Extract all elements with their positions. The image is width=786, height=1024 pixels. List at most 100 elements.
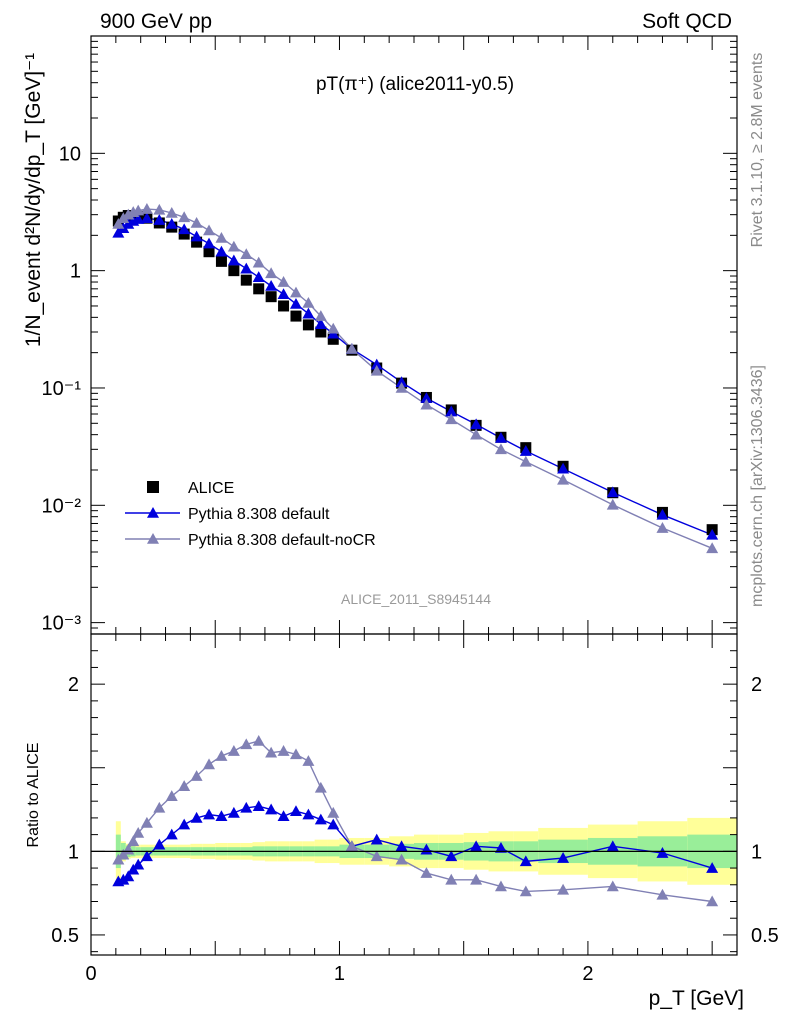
ratio-triangle-point [656, 847, 669, 858]
main-triangle-point [240, 262, 253, 274]
ratio-triangle-point [706, 862, 719, 873]
main-triangle-point [656, 508, 669, 520]
analysis-watermark: ALICE_2011_S8945144 [341, 591, 491, 607]
legend-marker-triangle [147, 507, 159, 518]
ratio-triangle-point [557, 852, 570, 863]
ratio-triangle-point [302, 808, 315, 820]
main-triangle-point [302, 307, 315, 319]
main-triangle-point [165, 217, 178, 229]
main-y-tick-label: 10⁻² [42, 495, 82, 517]
alice-data-point [191, 236, 203, 248]
ratio-triangle-point [606, 840, 619, 852]
header-right: Soft QCD [642, 10, 732, 33]
main-triangle-point [190, 230, 203, 242]
header-left: 900 GeV pp [100, 10, 212, 33]
ratio-triangle-point [277, 745, 290, 756]
main-triangle-point [656, 522, 669, 533]
main-triangle-point [178, 211, 191, 223]
ratio-frame [90, 633, 738, 956]
main-triangle-point [178, 223, 191, 235]
side-label-top: Rivet 3.1.10, ≥ 2.8M events [749, 53, 766, 248]
ratio-y-tick-label-left: 1 [68, 841, 79, 863]
main-triangle-point [395, 381, 408, 393]
main-triangle-point [165, 207, 178, 218]
alice-data-point [253, 283, 265, 295]
ratio-triangle-point [370, 833, 383, 845]
ratio-triangle-point [445, 850, 458, 862]
alice-data-point [265, 291, 277, 303]
main-title: pT(π⁺) (alice2011-y0.5) [316, 74, 514, 95]
main-marks [112, 203, 719, 554]
ratio-triangle-point [289, 805, 302, 817]
ratio-triangle-point [215, 810, 228, 822]
main-triangle-point [190, 216, 203, 228]
ratio-triangle-point [132, 826, 145, 838]
main-triangle-point [289, 297, 302, 309]
main-triangle-point [370, 358, 383, 370]
main-triangle-point [314, 310, 327, 321]
main-triangle-point [327, 322, 340, 334]
main-triangle-point [314, 318, 327, 329]
ratio-triangle-point [289, 748, 302, 760]
ratio-triangle-point [153, 801, 166, 813]
ratio-triangle-point [240, 738, 253, 750]
ratio-triangle-point [178, 818, 191, 830]
main-triangle-point [420, 398, 433, 410]
legend-marker-triangle [147, 533, 159, 544]
main-triangle-point [557, 462, 570, 474]
main-triangle-point [227, 240, 240, 252]
ratio-triangle-point [132, 858, 145, 870]
ratio-triangle-point [470, 873, 483, 885]
ratio-triangle-point [178, 780, 191, 791]
ratio-triangle-point [327, 806, 340, 818]
main-y-tick-label: 1 [70, 261, 81, 283]
main-triangle-point [215, 245, 228, 257]
main-triangle-point [132, 213, 145, 224]
alice-data-point [228, 265, 240, 277]
ratio-triangle-point [165, 828, 178, 840]
main-triangle-point [252, 256, 265, 268]
main-triangle-point [519, 445, 532, 456]
ratio-triangle-point [190, 811, 203, 823]
main-triangle-point [370, 364, 383, 376]
main-triangle-point [265, 279, 278, 291]
ratio-marks [112, 735, 719, 907]
ratio-y-tick-label-left: 0.5 [51, 925, 79, 947]
main-triangle-point [289, 286, 302, 298]
alice-data-point [240, 274, 252, 286]
ratio-triangle-point [327, 818, 340, 830]
main-triangle-point [470, 428, 483, 440]
ratio-triangle-point [265, 746, 278, 758]
ratio-triangle-point [227, 745, 240, 756]
ratio-triangle-point [606, 880, 619, 892]
ratio-triangle-point [153, 838, 166, 850]
side-label-bottom: mcplots.cern.ch [arXiv:1306.3436] [749, 365, 766, 607]
ratio-triangle-point [494, 880, 507, 892]
main-triangle-point [606, 486, 619, 498]
ratio-y-tick-label-right: 0.5 [751, 925, 779, 947]
legend-label: Pythia 8.308 default [188, 506, 330, 523]
main-triangle-point [606, 498, 619, 510]
main-y-tick-label: 10 [59, 143, 81, 165]
legend-label: ALICE [188, 480, 234, 497]
legend-label: Pythia 8.308 default-noCR [188, 532, 376, 549]
ratio-triangle-point [252, 800, 265, 812]
main-triangle-point [494, 443, 507, 455]
ratio-triangle-point [165, 790, 178, 801]
ratio-triangle-point [395, 840, 408, 852]
main-triangle-point [122, 217, 135, 229]
ratio-triangle-point [519, 855, 532, 867]
main-triangle-point [277, 276, 290, 287]
alice-data-point [203, 246, 215, 258]
main-triangle-point [445, 413, 458, 425]
ratio-triangle-point [420, 867, 433, 878]
main-triangle-point [112, 217, 125, 229]
main-y-axis-label: 1/N_event d²N/dy/dp_T [GeV]⁻¹ [22, 53, 45, 347]
ratio-triangle-point [190, 770, 203, 781]
main-triangle-point [132, 204, 145, 216]
alice-data-point [278, 300, 290, 312]
ratio-triangle-point [314, 813, 327, 825]
ratio-panel: 0.5 0.5 1 1 2 2 0 1 2 Ratio to ALICE p_T [GeV] [25, 633, 779, 1010]
